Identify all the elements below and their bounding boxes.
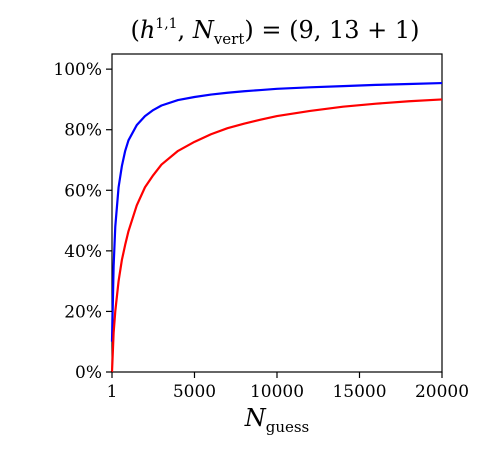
x-tick-label: 1: [107, 382, 118, 402]
series-layer: [110, 81, 443, 373]
y-tick-label: 0%: [75, 363, 102, 383]
y-tick-label: 20%: [64, 302, 102, 322]
y-tick-label: 100%: [53, 60, 102, 80]
x-tick-label: 15000: [332, 382, 386, 402]
x-axis-label: Nguess: [244, 404, 310, 436]
y-tick-label: 60%: [64, 181, 102, 201]
y-tick-label: 40%: [64, 242, 102, 262]
x-tick-label: 10000: [250, 382, 304, 402]
series-line-2: [110, 98, 443, 373]
x-tick-label: 5000: [173, 382, 216, 402]
chart-title: (h1,1, Nvert) = (9, 13 + 1): [130, 16, 419, 48]
y-tick-label: 80%: [64, 121, 102, 141]
series-line-1: [110, 81, 443, 342]
x-tick-label: 20000: [415, 382, 469, 402]
